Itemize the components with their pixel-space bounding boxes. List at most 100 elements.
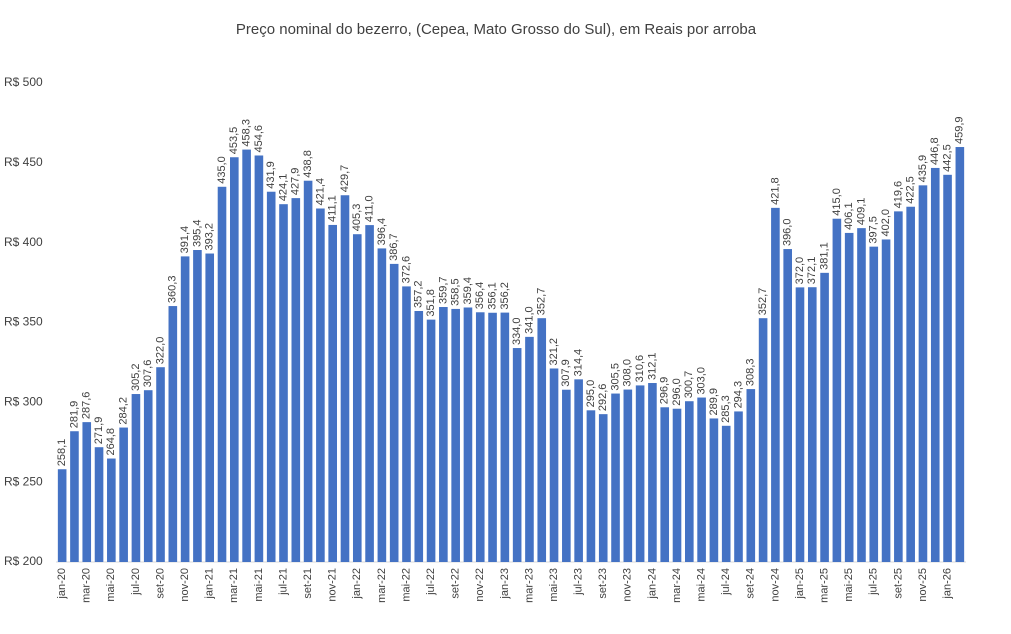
value-label: 386,7 xyxy=(388,233,400,261)
value-label: 314,4 xyxy=(573,349,585,377)
value-label: 300,7 xyxy=(683,371,695,399)
x-tick-label: mar-25 xyxy=(818,568,830,603)
bar xyxy=(574,379,583,562)
bar xyxy=(660,407,670,562)
value-label: 359,7 xyxy=(437,276,449,304)
value-label: 305,2 xyxy=(130,363,142,391)
bar xyxy=(697,397,706,562)
value-label: 429,7 xyxy=(339,165,351,193)
bar xyxy=(316,208,325,563)
bar xyxy=(328,224,337,562)
x-tick-label: jan-22 xyxy=(351,568,363,600)
value-label: 372,6 xyxy=(400,256,412,284)
x-tick-label: jul-25 xyxy=(868,568,880,596)
value-label: 303,0 xyxy=(696,367,708,395)
bar xyxy=(500,312,510,562)
value-label: 310,6 xyxy=(634,355,646,383)
x-tick-label: mai-24 xyxy=(696,568,708,602)
value-label: 411,1 xyxy=(327,195,339,222)
x-tick-label: jan-20 xyxy=(56,568,68,600)
bar xyxy=(414,311,424,562)
value-label: 308,0 xyxy=(622,359,634,387)
value-label: 393,2 xyxy=(204,223,216,251)
bar xyxy=(930,167,940,562)
value-label: 438,8 xyxy=(302,150,314,178)
bar xyxy=(94,447,104,562)
value-label: 406,1 xyxy=(843,202,855,230)
bar xyxy=(266,191,276,562)
bar xyxy=(844,232,854,562)
value-label: 308,3 xyxy=(745,359,757,387)
bar xyxy=(217,186,227,563)
value-label: 271,9 xyxy=(93,417,105,445)
value-label: 411,0 xyxy=(363,195,375,222)
bar xyxy=(291,198,301,562)
y-tick-label: R$ 400 xyxy=(4,235,43,249)
value-label: 446,8 xyxy=(929,137,941,165)
value-label: 356,1 xyxy=(486,282,498,310)
bar xyxy=(426,319,436,562)
bar xyxy=(377,248,387,562)
bar xyxy=(869,246,879,563)
x-tick-label: jan-25 xyxy=(794,568,806,600)
x-tick-label: jan-26 xyxy=(941,568,953,600)
bar xyxy=(721,425,731,562)
x-tick-label: mai-21 xyxy=(253,568,265,602)
value-label: 422,5 xyxy=(905,176,917,204)
bar xyxy=(611,393,620,562)
value-label: 341,0 xyxy=(523,306,535,334)
x-tick-label: nov-22 xyxy=(474,568,486,602)
bar xyxy=(549,368,559,562)
value-label: 264,8 xyxy=(105,428,117,456)
value-label: 359,4 xyxy=(462,277,474,305)
x-tick-label: mai-23 xyxy=(548,568,560,602)
x-tick-label: set-22 xyxy=(450,568,462,599)
x-tick-label: set-20 xyxy=(154,568,166,599)
x-tick-label: nov-20 xyxy=(179,568,191,602)
value-label: 321,2 xyxy=(548,338,560,366)
value-label: 285,3 xyxy=(720,395,732,423)
bar xyxy=(57,469,67,562)
value-label: 307,9 xyxy=(560,359,572,387)
bar xyxy=(820,272,829,562)
value-label: 294,3 xyxy=(732,381,744,409)
bar xyxy=(598,414,608,562)
value-label: 356,2 xyxy=(499,282,511,310)
value-label: 357,2 xyxy=(413,280,425,308)
value-label: 287,6 xyxy=(81,392,93,420)
bar xyxy=(451,308,460,562)
value-label: 397,5 xyxy=(868,216,880,244)
bar xyxy=(303,180,313,562)
bar xyxy=(180,256,190,562)
value-label: 409,1 xyxy=(855,198,867,226)
x-tick-label: jul-24 xyxy=(720,568,732,596)
bar xyxy=(635,385,645,562)
bar xyxy=(709,418,719,562)
value-label: 284,2 xyxy=(118,397,130,425)
bar xyxy=(672,408,682,562)
y-tick-label: R$ 500 xyxy=(4,75,43,89)
value-label: 356,4 xyxy=(474,282,486,310)
y-tick-label: R$ 250 xyxy=(4,474,43,488)
bar xyxy=(512,348,522,562)
value-label: 396,4 xyxy=(376,218,388,246)
value-label: 459,9 xyxy=(954,116,966,144)
value-label: 292,6 xyxy=(597,384,609,412)
value-label: 360,3 xyxy=(167,276,179,304)
value-label: 352,7 xyxy=(536,288,548,316)
value-label: 372,1 xyxy=(806,257,818,285)
bar xyxy=(254,155,264,563)
x-tick-label: nov-21 xyxy=(327,568,339,602)
bar xyxy=(143,390,153,562)
value-label: 322,0 xyxy=(154,337,166,365)
x-tick-label: nov-23 xyxy=(622,568,634,602)
y-tick-label: R$ 300 xyxy=(4,395,43,409)
bar xyxy=(685,401,694,562)
bar xyxy=(807,287,817,562)
value-label: 454,6 xyxy=(253,125,265,153)
x-tick-label: set-23 xyxy=(597,568,609,599)
x-tick-label: mar-21 xyxy=(228,568,240,603)
x-tick-label: mar-24 xyxy=(671,568,683,603)
bar xyxy=(795,287,805,562)
